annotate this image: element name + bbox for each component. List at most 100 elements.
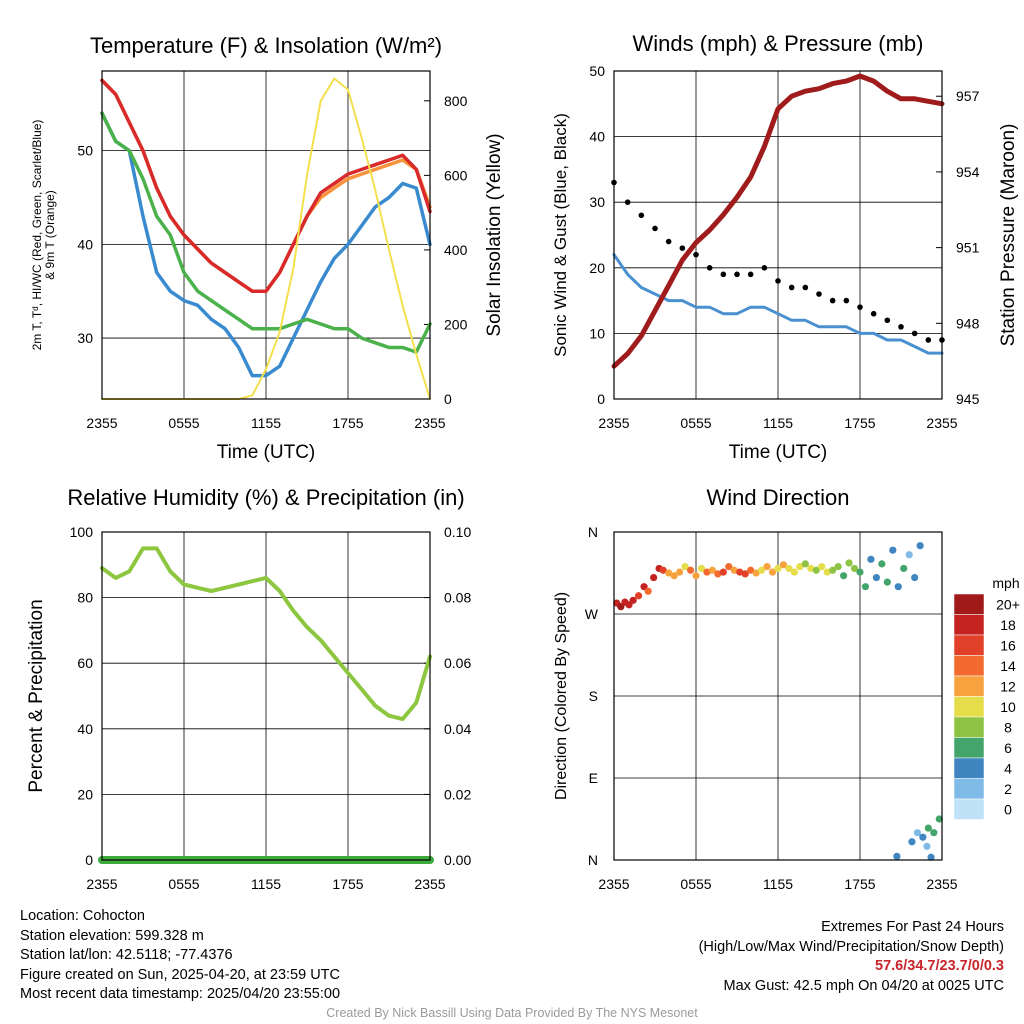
rh-y-tick-label: 100: [70, 524, 94, 540]
colorbar-label: 2: [1004, 781, 1012, 797]
temp-y-tick-label: 50: [77, 143, 93, 159]
wind-direction-point: [930, 829, 938, 837]
wind-chill-line: [100, 111, 432, 378]
winds-y-tick-label: 50: [589, 63, 605, 79]
wind-gust-point: [747, 271, 754, 278]
rh-y-tick-label: 20: [77, 786, 93, 802]
wind-direction-point: [908, 838, 916, 846]
wind-direction-point: [935, 815, 943, 823]
wind-direction-point: [883, 578, 891, 586]
wind-direction-point: [818, 563, 826, 571]
rh-y-tick-label: 40: [77, 721, 93, 737]
colorbar-label: 0: [1004, 801, 1012, 817]
wind-direction-point: [644, 587, 652, 595]
extremes-title: Extremes For Past 24 Hours: [821, 919, 1004, 935]
wind-gust-point: [638, 212, 645, 219]
wind-gust-point: [857, 304, 863, 310]
rh-y2-tick-label: 0.04: [444, 721, 471, 737]
wind-direction-point: [889, 546, 897, 554]
wind-direction-point: [900, 564, 908, 573]
wind-gust-point: [816, 291, 822, 297]
wind-direction-point: [893, 852, 901, 860]
wind-direction-point: [650, 573, 658, 582]
wind-direction-point: [856, 568, 864, 576]
wdir-y-tick-label: S: [589, 688, 598, 704]
wind-direction-point: [741, 570, 749, 578]
wdir-y-tick-label: E: [589, 770, 598, 786]
wind-direction-point: [725, 563, 733, 571]
wind-direction-point: [796, 563, 804, 571]
temp-x-tick-label: 1755: [332, 415, 363, 431]
wind-direction-point: [670, 572, 678, 580]
wdir-x-tick-label: 1155: [763, 876, 793, 892]
wind-gust-point: [884, 317, 891, 324]
wind-direction-point: [785, 564, 793, 573]
winds-y-tick-label: 40: [589, 129, 605, 145]
sonic-wind-line: [612, 253, 944, 355]
wind-gust-point: [665, 238, 672, 245]
colorbar-swatch: [953, 778, 985, 800]
winds-x-tick-label: 1755: [844, 415, 875, 431]
rh-y2-tick-label: 0.06: [444, 655, 471, 671]
wind-direction-point: [681, 563, 689, 571]
wind-direction-point: [747, 566, 755, 574]
wind-direction-point: [923, 842, 931, 850]
extremes-values: 57.6/34.7/23.7/0/0.3: [875, 958, 1004, 974]
wind-direction-point: [840, 572, 848, 580]
wind-direction-point: [676, 568, 684, 576]
winds-y2-tick-label: 948: [956, 315, 980, 331]
colorbar-label: 8: [1004, 719, 1012, 735]
wind-gust-point: [775, 278, 781, 284]
temp-y2-axis-label: Solar Insolation (Yellow): [484, 133, 505, 336]
max-gust: Max Gust: 42.5 mph On 04/20 at 0025 UTC: [723, 977, 1004, 994]
credit-line: Created By Nick Bassill Using Data Provi…: [326, 1006, 698, 1020]
rh-chart-title: Relative Humidity (%) & Precipitation (i…: [67, 485, 464, 510]
wind-direction-point: [629, 596, 637, 604]
wind-direction-point: [911, 573, 919, 582]
wind-direction-point: [779, 561, 788, 569]
wind-gust-point: [925, 337, 932, 343]
wdir-plot-frame: [613, 531, 943, 861]
rh-plot-frame: [101, 531, 431, 861]
rh-x-tick-label: 1755: [332, 876, 363, 892]
wind-direction-point: [872, 573, 881, 582]
wind-direction-point: [714, 570, 722, 578]
wind-direction-point: [850, 564, 859, 573]
rh-x-tick-label: 0555: [168, 876, 199, 892]
rh-y-tick-label: 0: [85, 852, 93, 868]
colorbar-label: 4: [1004, 760, 1012, 776]
wind-direction-point: [752, 569, 760, 577]
wind-gust-point: [720, 271, 727, 278]
temp-y2-tick-label: 200: [444, 316, 468, 332]
winds-y-tick-label: 10: [589, 325, 605, 341]
wind-direction-point: [708, 566, 717, 574]
temp-y-tick-label: 30: [77, 330, 93, 346]
wdir-x-tick-label: 0555: [680, 876, 711, 892]
wind-gust-point: [624, 199, 631, 205]
winds-y2-axis-label: Station Pressure (Maroon): [998, 124, 1019, 347]
wind-direction-point: [659, 566, 667, 574]
colorbar-label: 6: [1004, 740, 1012, 756]
temp-y-axis-label-line1: 2m T, Tᵈ, HI/WC (Red, Green, Scarlet/Blu…: [30, 120, 44, 351]
winds-chart-title: Winds (mph) & Pressure (mb): [633, 31, 924, 56]
wind-direction-point: [807, 564, 815, 573]
wind-direction-point: [894, 583, 902, 591]
rh-y-tick-label: 80: [77, 590, 93, 606]
winds-y2-tick-label: 945: [956, 391, 980, 407]
wind-direction-title: Wind Direction: [706, 485, 849, 510]
temp-y2-tick-label: 800: [444, 93, 468, 109]
colorbar-label: 16: [1000, 637, 1016, 653]
rh-y2-tick-label: 0.00: [444, 852, 471, 868]
wind-direction-point: [763, 563, 771, 571]
temp-chart-title: Temperature (F) & Insolation (W/m²): [90, 33, 442, 58]
wind-gust-point: [911, 330, 918, 337]
wind-direction-point: [665, 569, 673, 577]
temp-2m-line: [100, 78, 432, 293]
wind-gust-point: [788, 284, 795, 291]
wind-direction-point: [719, 568, 727, 576]
charts-canvas: Temperature (F) & Insolation (W/m²) Wind…: [26, 31, 1020, 892]
wdir-y-tick-label: N: [588, 852, 598, 868]
temp-x-tick-label: 2355: [86, 415, 117, 431]
relative-humidity-line: [100, 546, 432, 721]
wind-gust-point: [693, 251, 699, 258]
